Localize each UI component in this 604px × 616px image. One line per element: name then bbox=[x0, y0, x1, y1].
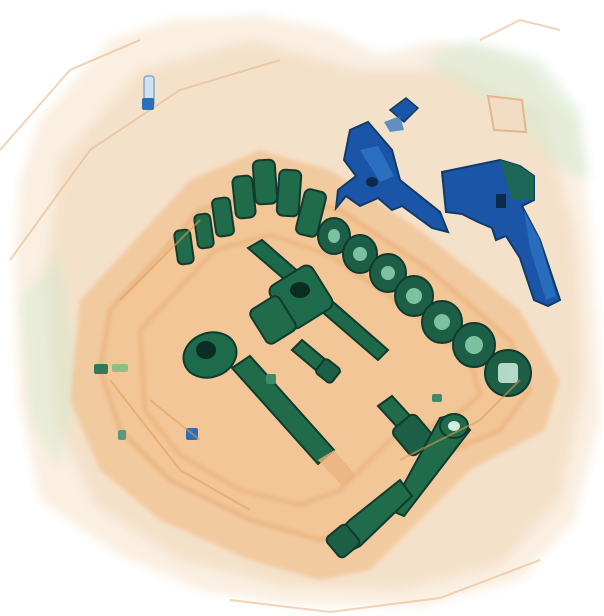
ratchet-wrench bbox=[182, 331, 356, 486]
pistol-2 bbox=[440, 158, 562, 308]
case-ribs bbox=[109, 219, 521, 511]
small-objects bbox=[94, 75, 528, 440]
small-extension bbox=[290, 338, 342, 384]
l-wrench bbox=[325, 394, 472, 559]
pistol-1 bbox=[334, 120, 450, 234]
extension-bar bbox=[246, 238, 390, 362]
socket-set bbox=[173, 158, 532, 397]
bag-straps bbox=[0, 18, 561, 614]
